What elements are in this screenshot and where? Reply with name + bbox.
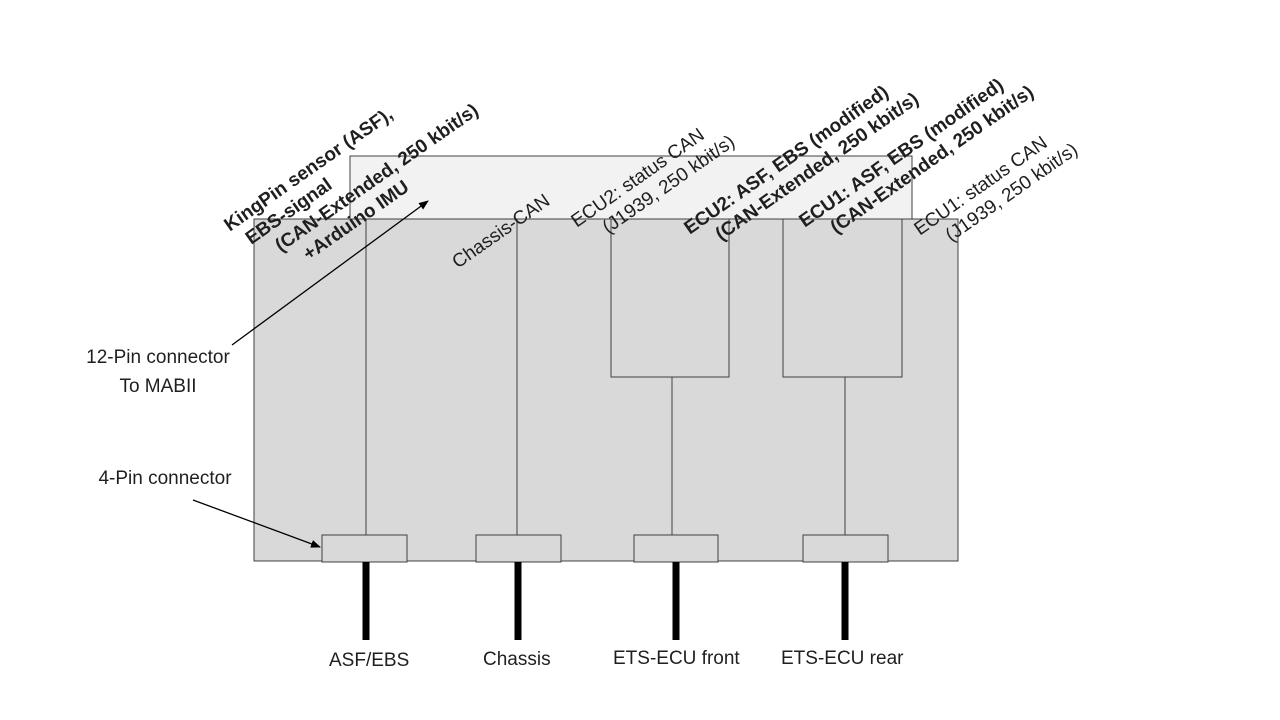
- four-pin-text: 4-Pin connector: [98, 468, 232, 489]
- output-label-ets-rear: ETS-ECU rear: [781, 648, 904, 669]
- four-pin-connector-chassis: [475, 534, 562, 563]
- ecu1-loop: [782, 218, 903, 378]
- four-pin-label: 4-Pin connector: [65, 464, 265, 493]
- twelve-pin-connector: [349, 155, 913, 220]
- twelve-pin-label: 12-Pin connector To MABII: [58, 343, 258, 401]
- output-label-chassis: Chassis: [483, 649, 551, 670]
- output-label-ets-front: ETS-ECU front: [613, 648, 740, 669]
- enclosure-box: [253, 218, 959, 562]
- twelve-pin-line2: To MABII: [119, 376, 197, 397]
- four-pin-connector-ets-rear: [802, 534, 889, 563]
- twelve-pin-line1: 12-Pin connector: [86, 347, 230, 368]
- four-pin-connector-ets-front: [633, 534, 719, 563]
- ecu2-loop: [610, 218, 730, 378]
- pointer-arrow-4pin: [192, 499, 321, 548]
- four-pin-connector-asf-ebs: [321, 534, 408, 563]
- output-label-asf-ebs: ASF/EBS: [329, 650, 410, 671]
- pointer-arrow-12pin: [231, 200, 429, 346]
